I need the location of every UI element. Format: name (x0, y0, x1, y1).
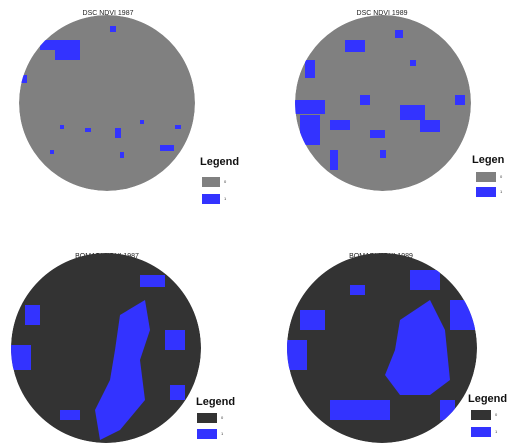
legend-label: 0 (221, 415, 224, 420)
legend-swatch (471, 410, 491, 420)
ndvi-map (287, 253, 477, 443)
legend-swatch (197, 413, 217, 423)
legend-swatch (202, 194, 220, 204)
legend-swatch (471, 427, 491, 437)
legend-swatch (476, 187, 496, 197)
ndvi-map (11, 253, 201, 443)
legend-swatch (202, 177, 220, 187)
legend-label: 1 (495, 429, 498, 434)
ndvi-map (19, 15, 195, 191)
map-figure: DSC NDVI 1987 Legend 0 1 DSC NDVI 1989 L… (0, 0, 512, 445)
legend-label: 0 (224, 179, 227, 184)
legend-label: 0 (500, 174, 503, 179)
legend-title: Legend (196, 396, 235, 408)
legend-swatch (197, 429, 217, 439)
legend-title: Legend (468, 393, 507, 405)
legend-title: Legend (200, 156, 239, 168)
legend-label: 1 (500, 189, 503, 194)
legend-label: 1 (224, 196, 227, 201)
legend-swatch (476, 172, 496, 182)
legend-label: 1 (221, 431, 224, 436)
legend-title: Legen (472, 154, 505, 166)
ndvi-map (295, 15, 471, 191)
legend-label: 0 (495, 412, 498, 417)
